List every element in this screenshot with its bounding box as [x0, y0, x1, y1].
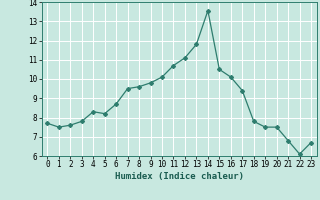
- X-axis label: Humidex (Indice chaleur): Humidex (Indice chaleur): [115, 172, 244, 181]
